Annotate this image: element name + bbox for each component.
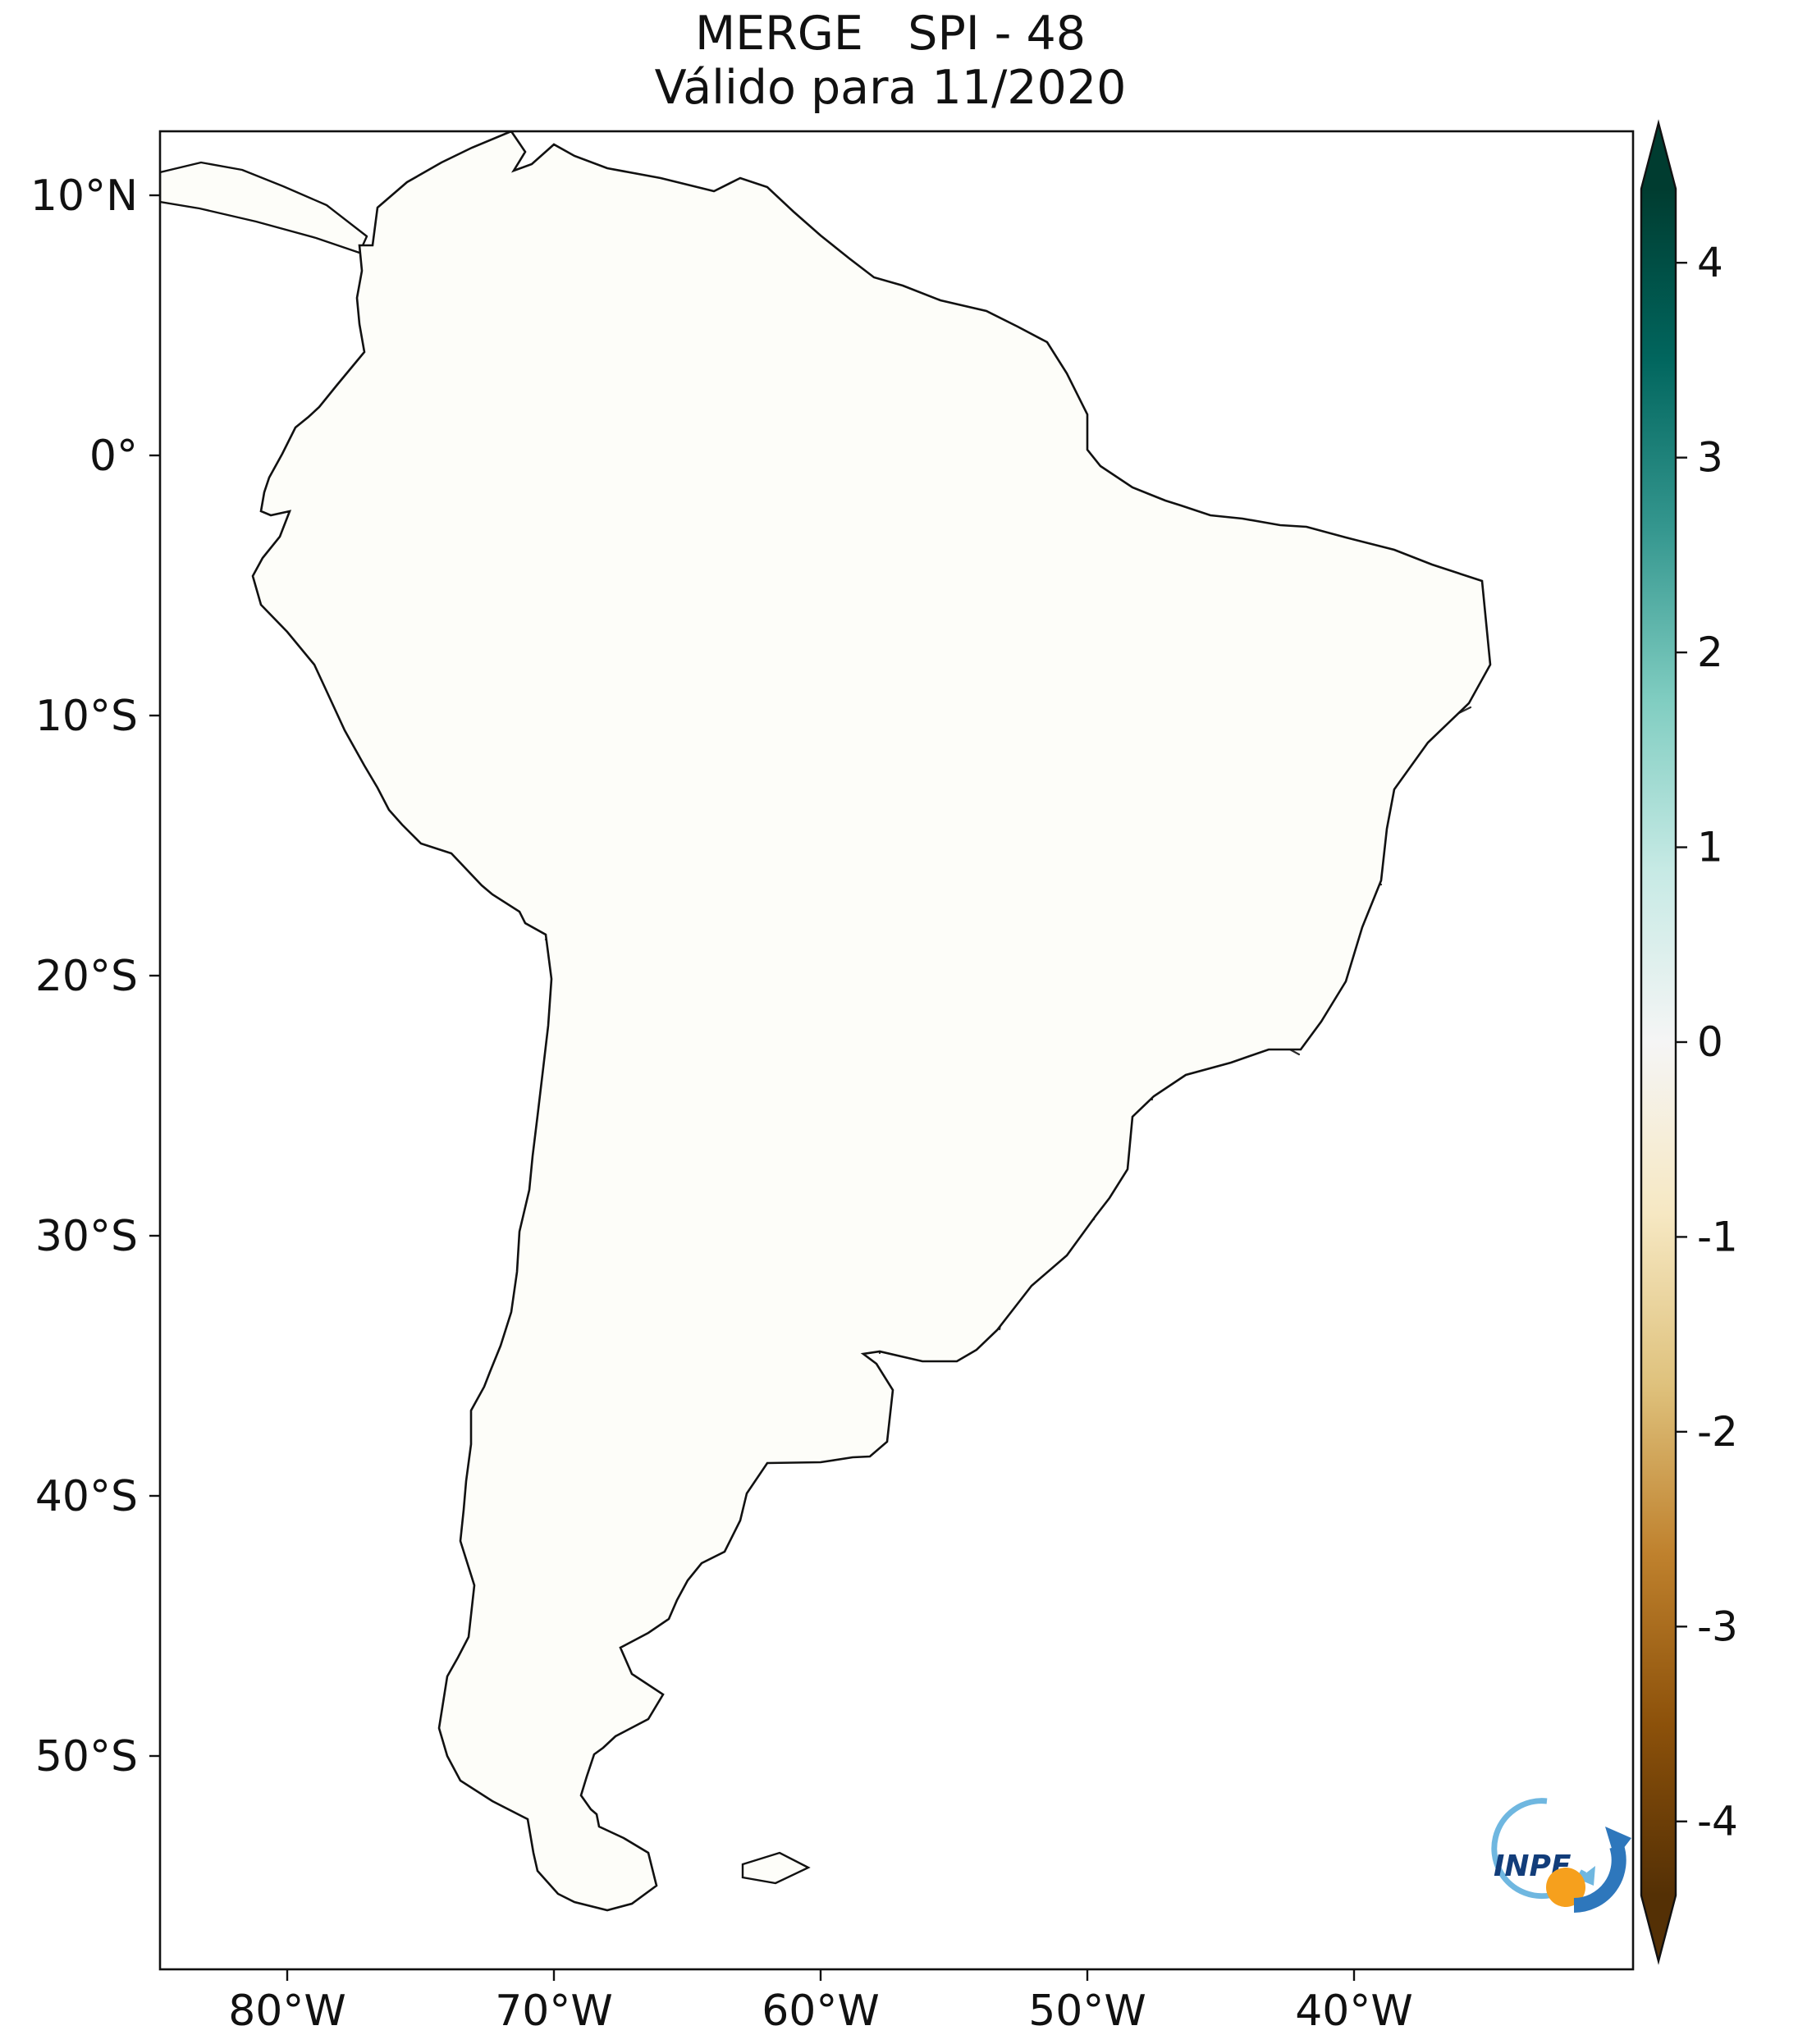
map-area [160,131,1492,1912]
x-tick-label: 70°W [495,1987,613,2036]
y-tick-label: 20°S [35,952,138,1001]
colorbar: 4 3 2 1 0 -1 -2 -3 -4 [1640,119,1738,1965]
colorbar-tick-label: -4 [1697,1798,1738,1845]
central-america-landmass [160,161,368,254]
logo-blue-arrow-icon [1573,1844,1626,1913]
inpe-logo: INPE [1491,1798,1631,1913]
colorbar-ticks: 4 3 2 1 0 -1 -2 -3 -4 [1676,239,1738,1845]
x-tick-label: 50°W [1028,1987,1146,2036]
colorbar-tick-label: 3 [1697,434,1723,482]
chart-subtitle: Válido para 11/2020 [655,61,1127,115]
axes-frame [158,130,1635,1971]
y-tick-label: 10°N [30,171,138,221]
y-tick-label: 0° [89,432,138,481]
colorbar-tick-label: -2 [1697,1408,1738,1456]
x-tick-label: 40°W [1295,1987,1413,2036]
chart-title: MERGE SPI - 48 [695,7,1086,61]
spi-patch [1137,423,1243,496]
y-tick-label: 30°S [35,1212,138,1261]
colorbar-bar [1640,119,1677,1965]
colorbar-tick-label: -3 [1697,1603,1738,1650]
colorbar-tick-label: 2 [1697,629,1723,676]
x-tick-label: 80°W [228,1987,346,2036]
colorbar-tick-label: 0 [1697,1018,1723,1066]
colorbar-tick-label: 4 [1697,239,1723,286]
y-tick-label: 10°S [35,692,138,741]
x-axis-ticks: 80°W 70°W 60°W 50°W 40°W [228,1969,1413,2036]
coastline [251,131,1492,1912]
y-axis-ticks: 10°N 0° 10°S 20°S 30°S 40°S 50°S [30,171,161,1781]
y-tick-label: 50°S [35,1732,138,1781]
colorbar-tick-label: 1 [1697,824,1723,871]
y-tick-label: 40°S [35,1472,138,1521]
logo-blue-arrowhead-icon [1605,1827,1631,1859]
logo-orange-ball-icon [1546,1868,1585,1907]
colorbar-tick-label: -1 [1697,1213,1738,1260]
x-tick-label: 60°W [762,1987,880,2036]
southern-island [741,1851,811,1885]
